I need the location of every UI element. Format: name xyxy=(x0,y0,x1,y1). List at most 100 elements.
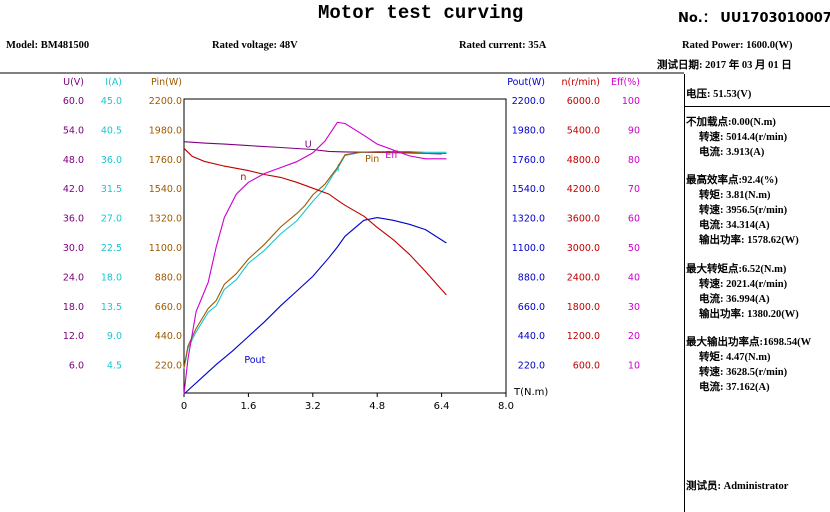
series-line-eff xyxy=(183,121,447,395)
axis-tick-pout: 2200.0 xyxy=(512,96,545,107)
axis-tick-eff: 30 xyxy=(628,302,640,313)
max-torque-power: 输出功率: 1380.20(W) xyxy=(699,309,799,320)
axis-tick-pin: 660.0 xyxy=(155,302,182,313)
axis-tick-n: 4800.0 xyxy=(567,155,600,166)
rated-power-label: Rated Power: 1600.0(W) xyxy=(682,40,793,51)
test-date-label: 测试日期: 2017 年 03 月 01 日 xyxy=(657,60,792,71)
series-line-i xyxy=(183,151,447,369)
max-eff-title: 最高效率点:92.4(%) xyxy=(686,175,778,186)
x-tick-label: 6.4 xyxy=(434,401,450,412)
axis-tick-i: 18.0 xyxy=(101,272,122,283)
axis-tick-u: 6.0 xyxy=(69,361,84,372)
axis-tick-u: 18.0 xyxy=(63,302,84,313)
axis-tick-n: 600.0 xyxy=(573,361,600,372)
noload-speed: 转速: 5014.4(r/min) xyxy=(699,132,788,143)
axis-tick-eff: 90 xyxy=(628,125,640,136)
max-torque-current: 电流: 36.994(A) xyxy=(699,294,770,305)
serial-number: No.： UU1703010007 xyxy=(678,11,830,26)
axis-tick-n: 3000.0 xyxy=(567,243,600,254)
rated-voltage-label: Rated voltage: 48V xyxy=(212,40,298,51)
axis-tick-pin: 880.0 xyxy=(155,272,182,283)
axis-tick-n: 6000.0 xyxy=(567,96,600,107)
axis-tick-pin: 2200.0 xyxy=(149,96,182,107)
tester-label: 测试员: Administrator xyxy=(686,481,789,492)
axis-title-u: U(V) xyxy=(63,77,84,88)
axis-tick-i: 36.0 xyxy=(101,155,122,166)
noload-current: 电流: 3.913(A) xyxy=(699,147,765,158)
axis-tick-u: 48.0 xyxy=(63,155,84,166)
x-tick-label: 8.0 xyxy=(498,401,514,412)
motor-curve-chart: U(V) 60.0 54.0 48.0 42.0 36.0 30.0 24.0 18.0 12.0… xyxy=(0,72,684,412)
axis-tick-eff: 20 xyxy=(628,331,640,342)
axis-tick-n: 1800.0 xyxy=(567,302,600,313)
axis-tick-u: 30.0 xyxy=(63,243,84,254)
max-power-speed: 转速: 3628.5(r/min) xyxy=(699,367,788,378)
axis-tick-pin: 220.0 xyxy=(155,361,182,372)
axis-tick-u: 36.0 xyxy=(63,214,84,225)
panel-divider xyxy=(685,106,830,107)
model-label: Model: BM481500 xyxy=(6,40,90,51)
axis-tick-pin: 1540.0 xyxy=(149,184,182,195)
axis-tick-pout: 1760.0 xyxy=(512,155,545,166)
max-eff-torque: 转矩: 3.81(N.m) xyxy=(699,190,771,201)
series-label-pout: Pout xyxy=(244,355,265,366)
axis-tick-pin: 1980.0 xyxy=(149,125,182,136)
axis-tick-eff: 100 xyxy=(622,96,640,107)
axis-tick-pout: 220.0 xyxy=(518,361,545,372)
series-label-eff: Eff xyxy=(385,150,398,161)
axis-tick-pin: 1320.0 xyxy=(149,214,182,225)
voltage-reading: 电压: 51.53(V) xyxy=(686,89,752,100)
axis-tick-i: 9.0 xyxy=(107,331,122,342)
axis-tick-pin: 1760.0 xyxy=(149,155,182,166)
series-label-u: U xyxy=(305,139,312,150)
x-axis-label: T(N.m) xyxy=(513,387,548,398)
series-line-pout xyxy=(183,217,447,395)
axis-tick-i: 40.5 xyxy=(101,125,122,136)
max-power-current: 电流: 37.162(A) xyxy=(699,382,770,393)
axis-tick-pout: 660.0 xyxy=(518,302,545,313)
axis-tick-i: 4.5 xyxy=(107,361,122,372)
axis-tick-u: 60.0 xyxy=(63,96,84,107)
axis-tick-pout: 1980.0 xyxy=(512,125,545,136)
x-tick-label: 1.6 xyxy=(240,401,256,412)
results-panel: 电压: 51.53(V) 不加载点:0.00(N.m) 转速: 5014.4(r… xyxy=(684,74,830,512)
chart-title: Motor test curving xyxy=(318,2,524,24)
series-line-pin xyxy=(183,151,447,368)
axis-tick-eff: 70 xyxy=(628,184,640,195)
axis-tick-u: 24.0 xyxy=(63,272,84,283)
axis-tick-i: 31.5 xyxy=(101,184,122,195)
max-torque-speed: 转速: 2021.4(r/min) xyxy=(699,279,788,290)
max-eff-current: 电流: 34.314(A) xyxy=(699,220,770,231)
axis-tick-i: 45.0 xyxy=(101,96,122,107)
axis-tick-eff: 50 xyxy=(628,243,640,254)
max-eff-speed: 转速: 3956.5(r/min) xyxy=(699,205,788,216)
axis-tick-pout: 440.0 xyxy=(518,331,545,342)
series-label-n: n xyxy=(240,172,246,183)
series-label-i: I xyxy=(337,163,340,174)
max-power-torque: 转矩: 4.47(N.m) xyxy=(699,352,771,363)
axis-tick-pout: 1540.0 xyxy=(512,184,545,195)
axis-tick-eff: 40 xyxy=(628,272,640,283)
series-label-pin: Pin xyxy=(365,154,379,165)
x-tick-label: 4.8 xyxy=(369,401,385,412)
axis-tick-eff: 10 xyxy=(628,361,640,372)
max-torque-title: 最大转矩点:6.52(N.m) xyxy=(686,264,787,275)
axis-tick-pin: 1100.0 xyxy=(149,243,182,254)
axis-title-pin: Pin(W) xyxy=(151,77,182,88)
axis-tick-eff: 80 xyxy=(628,155,640,166)
axis-title-eff: Eff(%) xyxy=(611,77,640,88)
axis-tick-u: 42.0 xyxy=(63,184,84,195)
axis-tick-pin: 440.0 xyxy=(155,331,182,342)
axis-tick-n: 3600.0 xyxy=(567,214,600,225)
axis-tick-eff: 60 xyxy=(628,214,640,225)
axis-tick-u: 12.0 xyxy=(63,331,84,342)
axis-title-i: I(A) xyxy=(105,77,122,88)
axis-tick-n: 4200.0 xyxy=(567,184,600,195)
noload-title: 不加载点:0.00(N.m) xyxy=(686,117,776,128)
plot-frame xyxy=(183,98,507,394)
axis-tick-pout: 880.0 xyxy=(518,272,545,283)
axis-tick-i: 27.0 xyxy=(101,214,122,225)
axis-tick-i: 22.5 xyxy=(101,243,122,254)
max-eff-power: 输出功率: 1578.62(W) xyxy=(699,235,799,246)
axis-tick-pout: 1100.0 xyxy=(512,243,545,254)
